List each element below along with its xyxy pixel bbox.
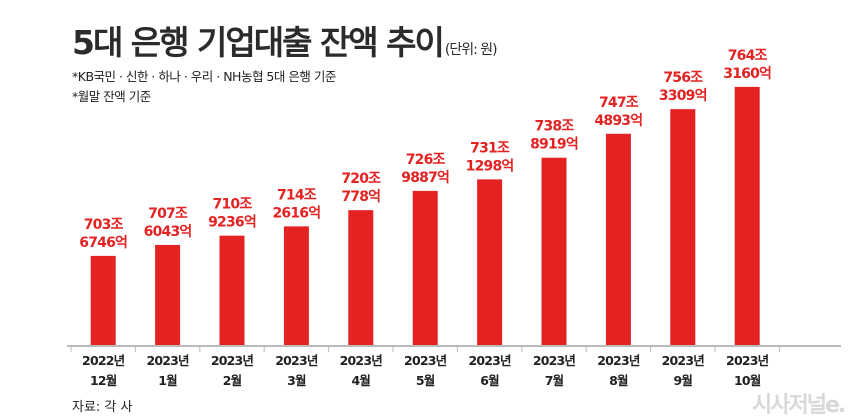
bar [412,190,438,345]
data-label: 756조 [663,70,703,86]
x-tick-label: 10월 [734,373,761,388]
data-label: 4893억 [594,113,642,129]
x-tick-label: 2023년 [533,353,576,368]
data-label: 3160억 [723,66,771,82]
data-label: 720조 [341,171,381,187]
data-label: 747조 [599,95,639,111]
source-note: 자료: 각 사 [72,400,133,415]
x-tick-label: 2월 [223,373,242,388]
x-tick-label: 2023년 [726,353,769,368]
x-tick-label: 4월 [351,373,370,388]
unit-label: (단위: 원) [444,42,498,58]
x-tick-label: 1월 [158,373,177,388]
bar [605,133,631,345]
data-label: 6746억 [79,235,127,251]
x-tick-label: 7월 [545,373,564,388]
x-tick-label: 5월 [416,373,435,388]
data-label: 9887억 [401,170,449,186]
chart-title: 5대 은행 기업대출 잔액 추이 (단위: 원) [72,16,498,64]
bar [670,109,696,345]
data-label: 3309억 [659,88,707,104]
x-tick-label: 2023년 [597,353,640,368]
bar [477,179,503,345]
data-label: 703조 [84,217,124,233]
data-label: 764조 [728,48,768,64]
bar [283,226,309,345]
bar [541,157,567,345]
x-tick-label: 2023년 [404,353,447,368]
x-tick-label: 12월 [90,373,117,388]
x-tick-label: 2023년 [275,353,318,368]
bar [348,210,374,345]
x-tick-label: 2023년 [468,353,511,368]
x-tick-label: 2023년 [211,353,254,368]
bar [734,86,760,345]
x-tick-label: 9월 [673,373,692,388]
data-label: 778억 [341,189,380,205]
data-label: 731조 [470,140,510,156]
note-banks: *KB국민 · 신한 · 하나 · 우리 · NH농협 5대 은행 기준 [72,69,336,84]
x-tick-label: 6월 [480,373,499,388]
x-tick-label: 3월 [287,373,306,388]
bar [155,244,181,345]
bar [219,235,245,345]
data-label: 8919억 [530,137,578,153]
data-label: 707조 [148,206,188,222]
x-tick-label: 2023년 [662,353,705,368]
data-label: 9236억 [208,215,256,231]
x-tick-label: 2022년 [82,353,125,368]
x-tick-label: 2023년 [340,353,383,368]
data-label: 6043억 [144,224,192,240]
note-month-end: *월말 잔액 기준 [72,89,151,104]
data-label: 710조 [213,197,253,213]
x-tick-label: 8월 [609,373,628,388]
data-label: 1298억 [466,158,514,174]
watermark-logo: 시사저널e. [752,393,846,418]
x-tick-label: 2023년 [146,353,189,368]
data-label: 738조 [535,119,575,135]
bar [90,255,116,345]
title-text: 5대 은행 기업대출 잔액 추이 [72,23,445,62]
data-label: 714조 [277,187,317,203]
data-label: 726조 [406,152,446,168]
data-label: 2616억 [272,205,320,221]
